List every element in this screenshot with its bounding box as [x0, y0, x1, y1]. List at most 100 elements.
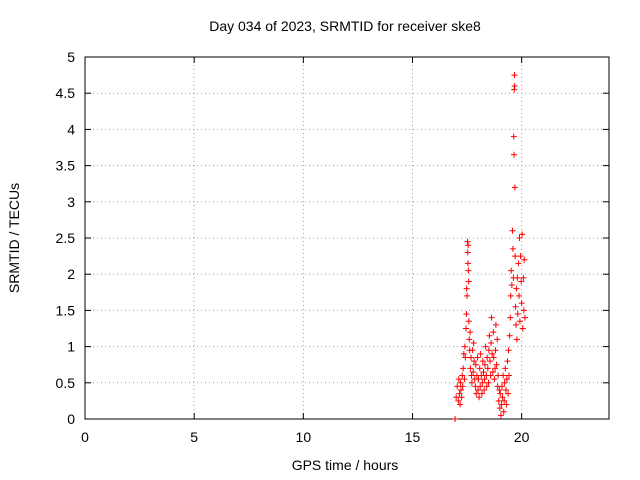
data-point	[512, 321, 519, 328]
data-point	[479, 358, 486, 365]
data-point	[470, 368, 477, 375]
data-point	[474, 354, 481, 361]
data-point	[481, 361, 488, 368]
y-tick-label: 5	[67, 49, 75, 65]
data-point	[499, 383, 506, 390]
data-point	[477, 383, 484, 390]
data-point	[507, 314, 514, 321]
data-point	[464, 249, 471, 256]
x-tick-label: 10	[296, 429, 312, 445]
grid	[85, 57, 609, 419]
data-point	[508, 282, 515, 289]
data-point	[479, 379, 486, 386]
data-point	[516, 292, 523, 299]
data-point	[482, 343, 489, 350]
data-point	[472, 361, 479, 368]
data-point	[499, 394, 506, 401]
data-point	[464, 238, 471, 245]
data-point	[464, 260, 471, 267]
data-point	[456, 390, 463, 397]
y-tick-label: 0.5	[56, 375, 76, 391]
data-point	[488, 314, 495, 321]
data-point	[469, 347, 476, 354]
data-point	[500, 372, 507, 379]
data-point	[496, 387, 503, 394]
data-point	[461, 343, 468, 350]
data-point	[475, 387, 481, 394]
data-point	[476, 394, 483, 401]
plot-frame	[84, 56, 610, 420]
data-point	[495, 397, 502, 404]
data-point	[503, 401, 510, 408]
data-point	[463, 311, 470, 318]
data-point	[465, 267, 472, 274]
data-point	[462, 354, 469, 361]
data-point	[475, 376, 482, 383]
data-point	[521, 314, 528, 321]
chart-title: Day 034 of 2023, SRMTID for receiver ske…	[209, 18, 481, 34]
x-tick-label: 15	[405, 429, 421, 445]
x-tick-label: 20	[514, 429, 530, 445]
data-point	[460, 365, 467, 372]
data-point	[476, 365, 483, 372]
data-point	[467, 329, 474, 336]
data-point	[513, 285, 520, 292]
data-point	[518, 300, 525, 307]
data-point	[478, 390, 485, 397]
data-point	[465, 318, 472, 325]
data-point	[465, 242, 472, 249]
y-tick-label: 4.5	[56, 85, 76, 101]
data-point	[493, 361, 500, 368]
y-tick-label: 1.5	[56, 302, 76, 318]
y-tick-label: 3.5	[56, 158, 76, 174]
data-point	[515, 260, 522, 267]
data-point	[485, 347, 492, 354]
data-point	[501, 397, 508, 404]
data-point	[501, 379, 508, 386]
y-tick-label: 0	[67, 411, 75, 427]
data-point	[483, 383, 490, 390]
data-point	[512, 303, 519, 310]
data-point	[460, 350, 467, 357]
data-point	[454, 383, 461, 390]
data-point	[487, 358, 494, 365]
data-point	[455, 397, 462, 404]
x-tick-label: 0	[81, 429, 89, 445]
data-point	[455, 376, 462, 383]
data-point	[518, 278, 525, 285]
data-point	[503, 376, 510, 383]
data-point	[511, 151, 518, 158]
data-point	[468, 372, 475, 379]
data-point	[478, 372, 485, 379]
data-point	[511, 184, 518, 191]
data-point	[514, 274, 521, 281]
data-point	[477, 350, 484, 357]
data-point	[459, 383, 466, 390]
data-point	[505, 390, 512, 397]
data-point	[492, 321, 499, 328]
data-point	[504, 358, 511, 365]
y-tick-label: 3	[67, 194, 75, 210]
data-point	[508, 267, 515, 274]
y-tick-label: 1	[67, 339, 75, 355]
x-axis-title: GPS time / hours	[292, 457, 399, 473]
data-point	[494, 336, 501, 343]
data-point	[487, 372, 494, 379]
data-point	[466, 336, 473, 343]
data-point	[462, 325, 469, 332]
data-point	[511, 72, 518, 79]
y-tick-label: 4	[67, 121, 75, 137]
data-point	[521, 256, 528, 263]
data-point	[497, 390, 504, 397]
data-point	[517, 253, 524, 260]
data-point	[496, 405, 503, 412]
data-point	[507, 292, 514, 299]
data-point	[464, 292, 471, 299]
data-point	[457, 401, 464, 408]
data-point	[470, 339, 477, 346]
data-point	[505, 347, 512, 354]
data-point	[497, 412, 504, 419]
data-point	[461, 376, 468, 383]
data-point	[489, 368, 496, 375]
